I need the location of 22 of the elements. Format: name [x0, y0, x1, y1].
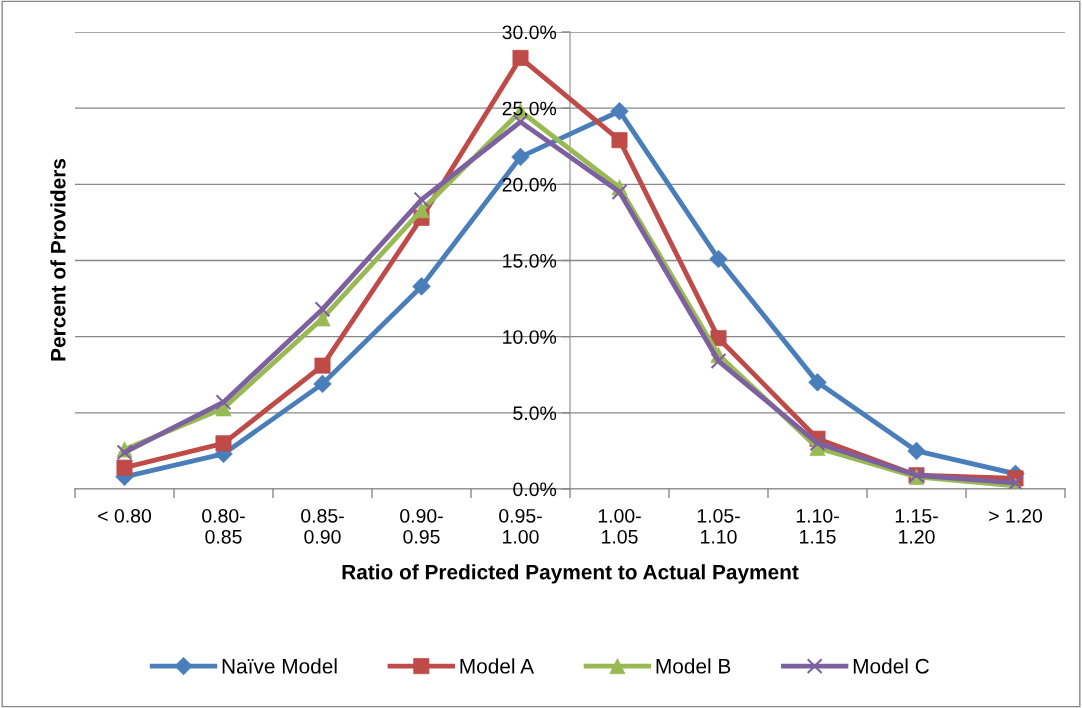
y-tick-label: 0.0% — [513, 482, 557, 497]
x-tick-label: 0.95- 1.00 — [499, 508, 542, 544]
x-tick-label: 0.90- 0.95 — [400, 508, 443, 544]
x-tick-label: 0.85- 0.90 — [301, 508, 344, 544]
y-tick-label: 5.0% — [513, 406, 557, 421]
y-tick-label: 30.0% — [502, 25, 557, 40]
x-tick-label: > 1.20 — [989, 508, 1043, 523]
x-tick-label: 0.80- 0.85 — [202, 508, 245, 544]
x-tick-label: < 0.80 — [98, 508, 152, 523]
legend-label: Model B — [656, 658, 731, 674]
legend-label: Naïve Model — [222, 658, 337, 674]
y-tick-label: 10.0% — [503, 330, 557, 344]
y-tick-label: 20.0% — [502, 177, 557, 192]
x-tick-label: 1.00- 1.05 — [598, 508, 641, 544]
y-axis-title: Percent of Providers — [50, 158, 66, 361]
y-tick-label: 15.0% — [503, 253, 557, 268]
legend-label: Model A — [460, 658, 535, 674]
x-tick-label: 1.15- 1.20 — [895, 509, 938, 544]
x-axis-title: Ratio of Predicted Payment to Actual Payment — [342, 564, 799, 584]
legend-label: Model C — [853, 658, 929, 674]
x-tick-label: 1.10- 1.15 — [796, 508, 839, 544]
x-tick-label: 1.05- 1.10 — [697, 508, 740, 544]
